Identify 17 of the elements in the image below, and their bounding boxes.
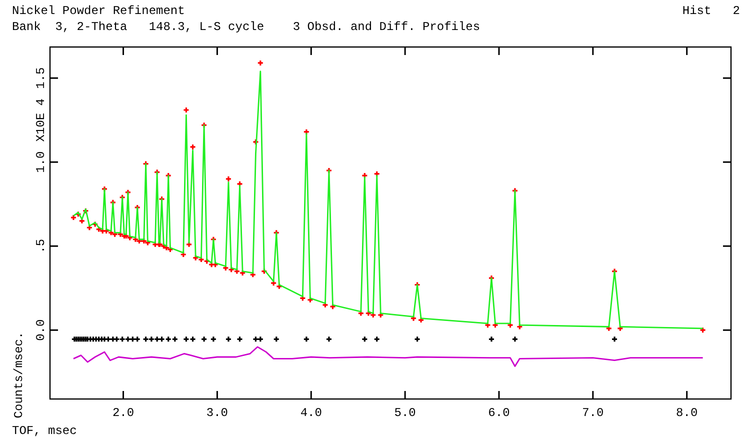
x-tick-label: 2.0: [112, 406, 134, 420]
y-tick-label: 1.0: [34, 151, 48, 173]
x-tick-label: 3.0: [206, 406, 228, 420]
x-axis-title: TOF, msec: [12, 424, 77, 438]
chart-subtitle: Bank 3, 2-Theta 148.3, L-S cycle 3 Obsd. and Diff. Profiles: [12, 20, 480, 34]
x-tick-label: 5.0: [394, 406, 416, 420]
x-tick-label: 7.0: [582, 406, 604, 420]
y-tick-label: .5: [34, 238, 48, 254]
chart-title: Nickel Powder Refinement: [12, 4, 185, 18]
y-axis-title: Counts/msec.: [12, 332, 26, 418]
y-tick-label: 0.0: [34, 319, 48, 341]
x-tick-label: 6.0: [488, 406, 510, 420]
x-tick-label: 8.0: [676, 406, 698, 420]
x-tick-label: 4.0: [300, 406, 322, 420]
y-tick-label: 1.5: [34, 67, 48, 89]
text: Hist 2: [682, 4, 740, 18]
text: X10E 4: [34, 98, 48, 142]
